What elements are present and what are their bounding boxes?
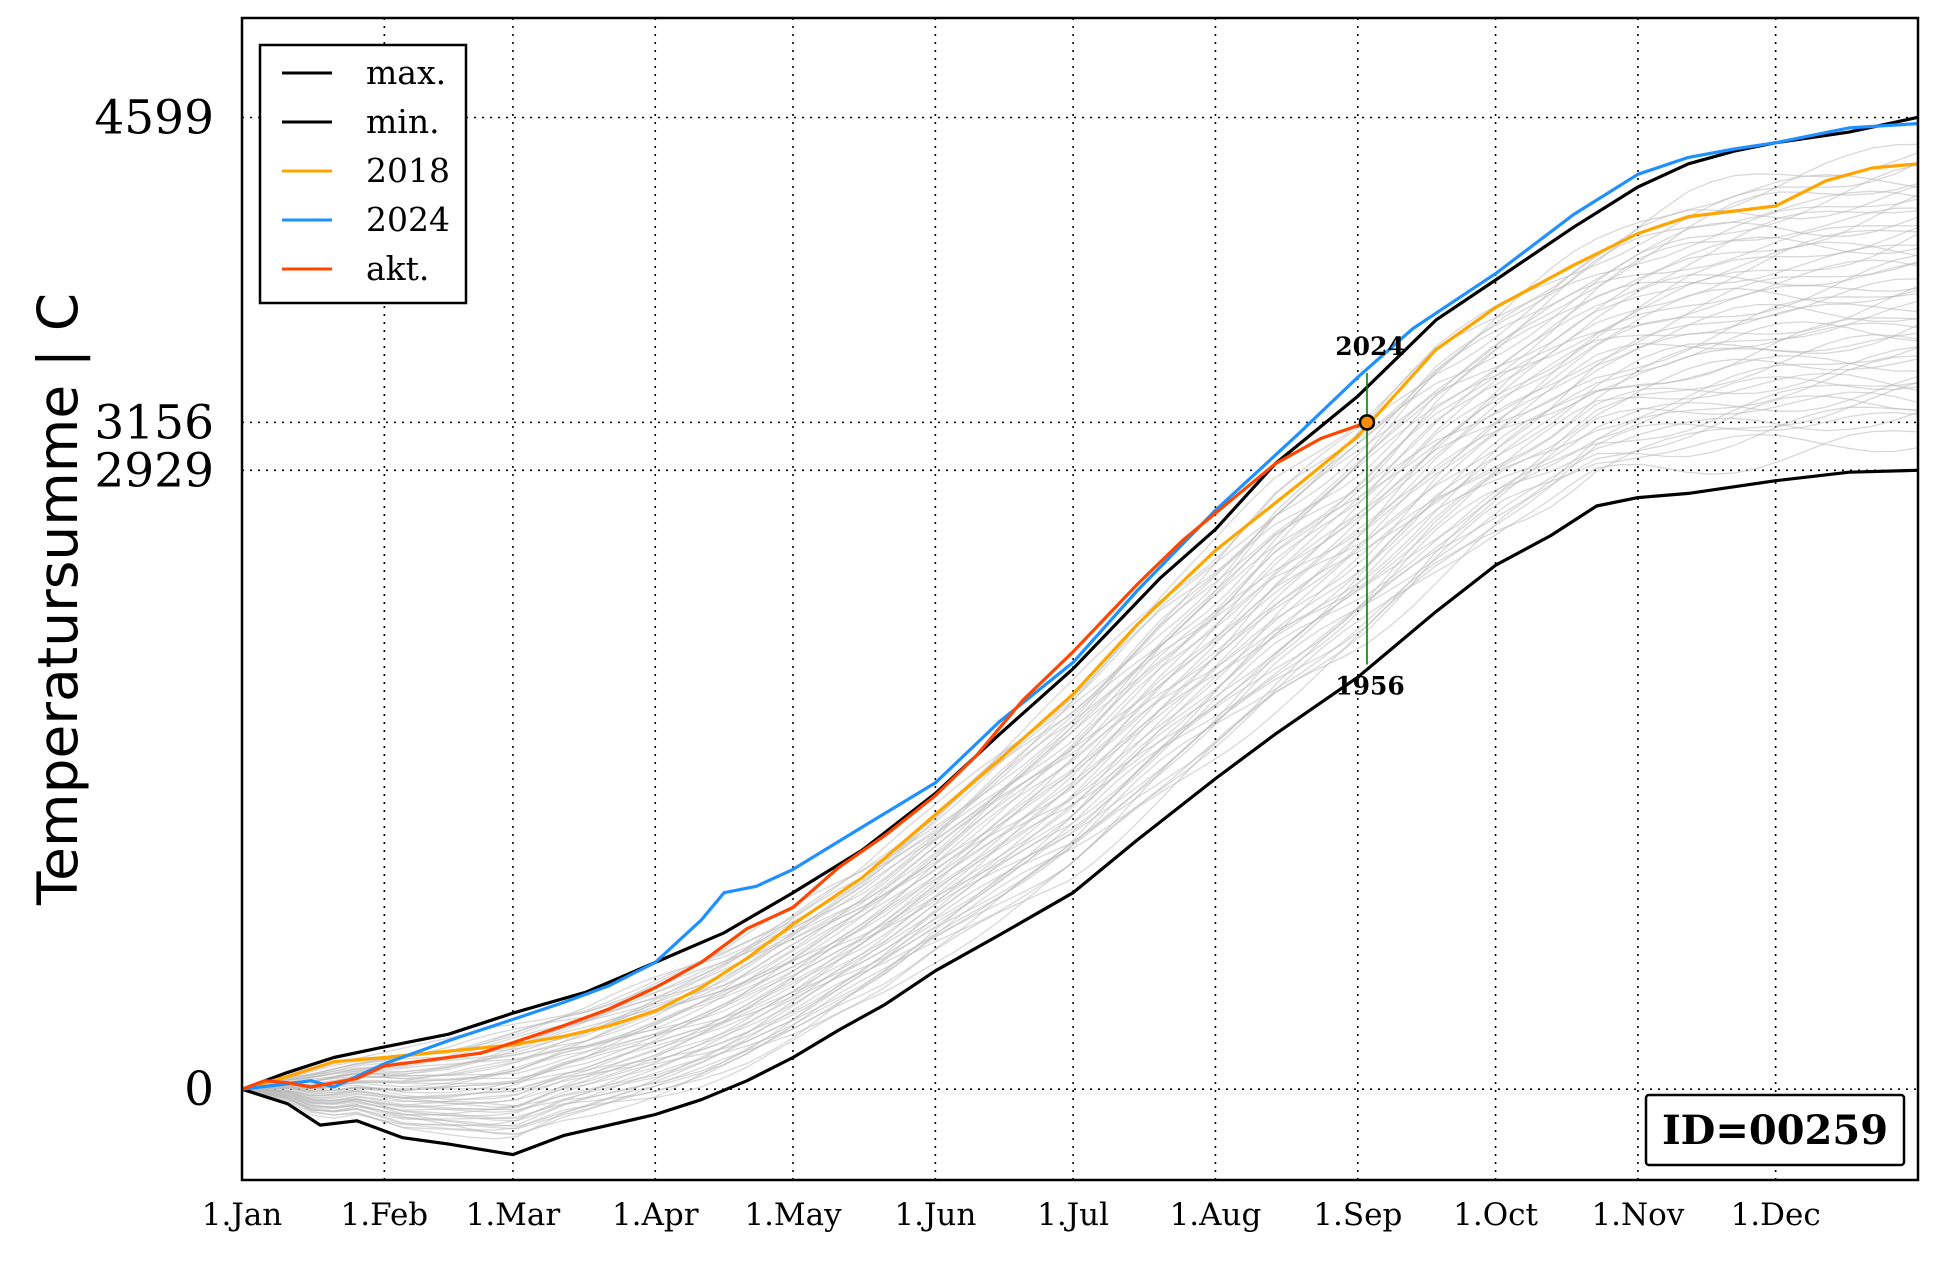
current-value-marker: [1358, 414, 1376, 431]
y-tick-label: 3156: [94, 395, 214, 450]
historical-year-line: [241, 207, 1919, 1090]
historical-year-line: [241, 259, 1919, 1094]
historical-year-line: [241, 198, 1919, 1090]
legend-label: max.: [366, 53, 446, 92]
station-id-label: ID=00259: [1662, 1107, 1888, 1154]
legend-frame: [258, 43, 468, 305]
x-tick-label: 1.Jul: [1037, 1197, 1109, 1233]
historical-year-line: [241, 411, 1919, 1122]
historical-year-line: [241, 375, 1919, 1113]
y-tick-label: 0: [184, 1062, 214, 1117]
series-line-akt: [241, 420, 1368, 1091]
historical-year-line: [241, 395, 1919, 1135]
historical-year-line: [241, 241, 1919, 1090]
plot-frame: [240, 16, 1920, 1182]
x-tick-label: 1.Oct: [1453, 1197, 1538, 1233]
x-tick-label: 1.Feb: [341, 1197, 429, 1233]
historical-year-line: [241, 194, 1919, 1090]
series-lines: [241, 115, 1919, 1157]
historical-year-line: [241, 278, 1919, 1101]
historical-year-line: [241, 224, 1919, 1090]
historical-year-line: [241, 317, 1919, 1098]
y-tick-label: 2929: [94, 443, 214, 498]
legend-label: akt.: [366, 249, 429, 288]
historical-year-line: [241, 376, 1919, 1128]
series-line-2018: [241, 162, 1919, 1091]
series-line-max: [241, 115, 1919, 1091]
historical-year-line: [241, 355, 1919, 1127]
historical-year-line: [241, 332, 1919, 1111]
x-axis: 1.Jan 1.Feb 1.Mar 1.Apr 1.May 1.Jun 1.Jul 1.Aug…: [202, 1197, 1821, 1233]
historical-year-line: [241, 372, 1919, 1116]
historical-year-line: [241, 391, 1919, 1127]
x-tick-label: 1.May: [744, 1197, 842, 1233]
x-tick-label: 1.Jan: [202, 1197, 282, 1233]
historical-year-line: [241, 261, 1919, 1090]
historical-year-line: [241, 244, 1919, 1090]
legend: max. min. 2018 2024 akt.: [258, 43, 468, 305]
historical-year-line: [241, 226, 1919, 1090]
x-tick-label: 1.Mar: [466, 1197, 561, 1233]
x-tick-label: 1.Aug: [1170, 1197, 1262, 1233]
historical-year-line: [241, 287, 1919, 1095]
station-id-frame: [1644, 1093, 1906, 1167]
historical-year-line: [241, 358, 1919, 1120]
series-line-2024: [241, 122, 1919, 1091]
historical-year-line: [241, 152, 1919, 1090]
grid: [241, 18, 1918, 1180]
historical-year-line: [241, 210, 1919, 1090]
historical-year-line: [241, 174, 1919, 1090]
legend-label: 2024: [366, 200, 450, 239]
y-axis-label: Temperatursumme | C: [26, 293, 91, 906]
y-tick-label: 4599: [94, 91, 214, 146]
annotation-label: 1956: [1335, 671, 1405, 700]
annotation-label: 2024: [1335, 332, 1405, 361]
historical-year-line: [241, 347, 1919, 1107]
historical-year-line: [241, 143, 1919, 1090]
historical-year-line: [241, 346, 1919, 1105]
historical-year-line: [241, 355, 1919, 1107]
x-tick-label: 1.Nov: [1591, 1197, 1684, 1233]
x-tick-label: 1.Sep: [1313, 1197, 1402, 1233]
historical-year-line: [241, 162, 1919, 1090]
annotations: 2024 1956: [1335, 332, 1405, 701]
legend-label: 2018: [366, 151, 450, 190]
historical-year-line: [241, 433, 1919, 1130]
legend-label: min.: [366, 102, 440, 141]
station-id-box: ID=00259: [1644, 1093, 1906, 1167]
series-line-min: [241, 468, 1919, 1157]
x-tick-label: 1.Apr: [612, 1197, 699, 1233]
x-tick-label: 1.Jun: [894, 1197, 976, 1233]
historical-year-line: [241, 334, 1919, 1117]
x-tick-label: 1.Dec: [1731, 1197, 1821, 1233]
historical-year-line: [241, 184, 1919, 1090]
historical-year-line: [241, 261, 1919, 1090]
historical-year-line: [241, 324, 1919, 1097]
historical-year-curves: [241, 143, 1919, 1140]
